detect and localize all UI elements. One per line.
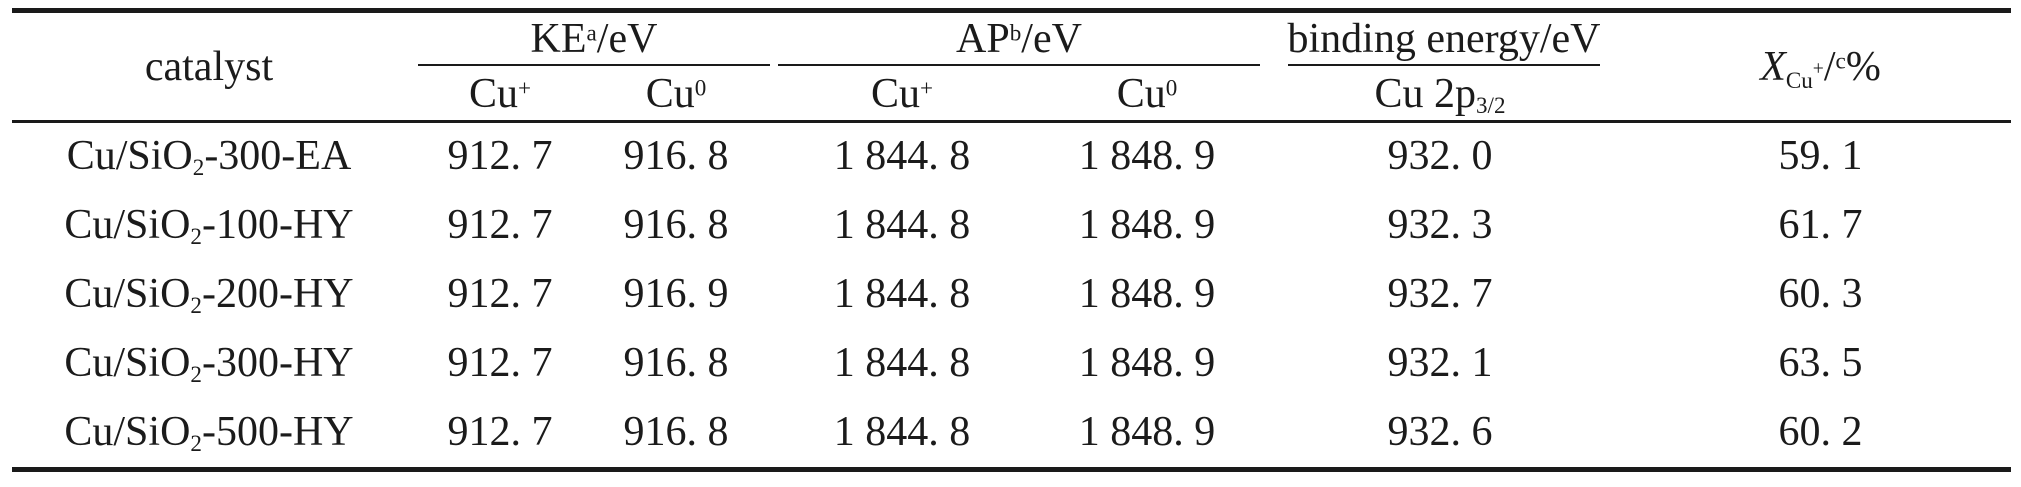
row-2-catalyst: Cu/SiO2-100-HY — [64, 201, 354, 249]
row-2-x-cu: 61. 7 — [1778, 201, 1863, 248]
row-4-ap-cu-zero: 1 848. 9 — [1078, 339, 1216, 386]
ke-footnote-a: a — [586, 18, 597, 45]
subheader-cu-2p32: Cu 2p3/2 — [1374, 70, 1506, 118]
row-4-ap-cu-plus: 1 844. 8 — [833, 339, 971, 386]
row-5-catalyst: Cu/SiO2-500-HY — [64, 408, 354, 456]
row-4-catalyst: Cu/SiO2-300-HY — [64, 339, 354, 387]
row-5-ke-cu-plus: 912. 7 — [447, 408, 553, 455]
row-3-ap-cu-zero: 1 848. 9 — [1078, 270, 1216, 317]
table-header-rule — [12, 120, 2011, 123]
row-3-ke-cu-zero: 916. 9 — [623, 270, 729, 317]
row-1-ke-cu-plus: 912. 7 — [447, 132, 553, 179]
row-5-binding-energy: 932. 6 — [1387, 408, 1493, 455]
table-bottom-rule — [12, 467, 2011, 472]
row-2-ke-cu-plus: 912. 7 — [447, 201, 553, 248]
xps-data-table: catalyst KEa/eV APb/eV binding energy/eV… — [0, 13, 2021, 466]
row-1-x-cu: 59. 1 — [1778, 132, 1863, 179]
row-4-ke-cu-plus: 912. 7 — [447, 339, 553, 386]
ke-header-label: KEa/eV — [530, 15, 658, 62]
row-5-ke-cu-zero: 916. 8 — [623, 408, 729, 455]
subheader-ap-cu-zero: Cu0 — [1116, 70, 1178, 117]
row-3-catalyst: Cu/SiO2-200-HY — [64, 270, 354, 318]
row-3-x-cu: 60. 3 — [1778, 270, 1863, 317]
subheader-ke-cu-plus: Cu+ — [468, 70, 532, 117]
x-cu-header-label: XCu+/c% — [1760, 44, 1881, 94]
row-3-ke-cu-plus: 912. 7 — [447, 270, 553, 317]
col-header-ap: APb/eV — [778, 13, 1260, 66]
row-5-x-cu: 60. 2 — [1778, 408, 1863, 455]
col-header-binding-energy: binding energy/eV — [1287, 13, 1601, 66]
table-top-rule — [12, 8, 2011, 13]
row-3-binding-energy: 932. 7 — [1387, 270, 1493, 317]
subheader-ke-cu-zero: Cu0 — [645, 70, 707, 117]
catalyst-header-label: catalyst — [144, 44, 274, 90]
row-2-ap-cu-zero: 1 848. 9 — [1078, 201, 1216, 248]
row-2-ap-cu-plus: 1 844. 8 — [833, 201, 971, 248]
row-4-x-cu: 63. 5 — [1778, 339, 1863, 386]
subheader-ap-cu-plus: Cu+ — [870, 70, 934, 117]
ap-header-label: APb/eV — [956, 15, 1082, 62]
row-5-ap-cu-plus: 1 844. 8 — [833, 408, 971, 455]
ap-footnote-b: b — [1009, 18, 1022, 45]
col-header-ke: KEa/eV — [418, 13, 770, 66]
row-4-binding-energy: 932. 1 — [1387, 339, 1493, 386]
col-header-x-cu: XCu+/c% — [1620, 13, 2021, 121]
x-footnote-c: c — [1835, 47, 1846, 74]
binding-energy-header-label: binding energy/eV — [1287, 15, 1601, 62]
row-1-ap-cu-plus: 1 844. 8 — [833, 132, 971, 179]
row-2-ke-cu-zero: 916. 8 — [623, 201, 729, 248]
row-1-catalyst: Cu/SiO2-300-EA — [66, 132, 352, 180]
col-header-catalyst: catalyst — [0, 13, 418, 121]
row-2-binding-energy: 932. 3 — [1387, 201, 1493, 248]
row-4-ke-cu-zero: 916. 8 — [623, 339, 729, 386]
row-1-binding-energy: 932. 0 — [1387, 132, 1493, 179]
row-3-ap-cu-plus: 1 844. 8 — [833, 270, 971, 317]
row-5-ap-cu-zero: 1 848. 9 — [1078, 408, 1216, 455]
row-1-ke-cu-zero: 916. 8 — [623, 132, 729, 179]
row-1-ap-cu-zero: 1 848. 9 — [1078, 132, 1216, 179]
